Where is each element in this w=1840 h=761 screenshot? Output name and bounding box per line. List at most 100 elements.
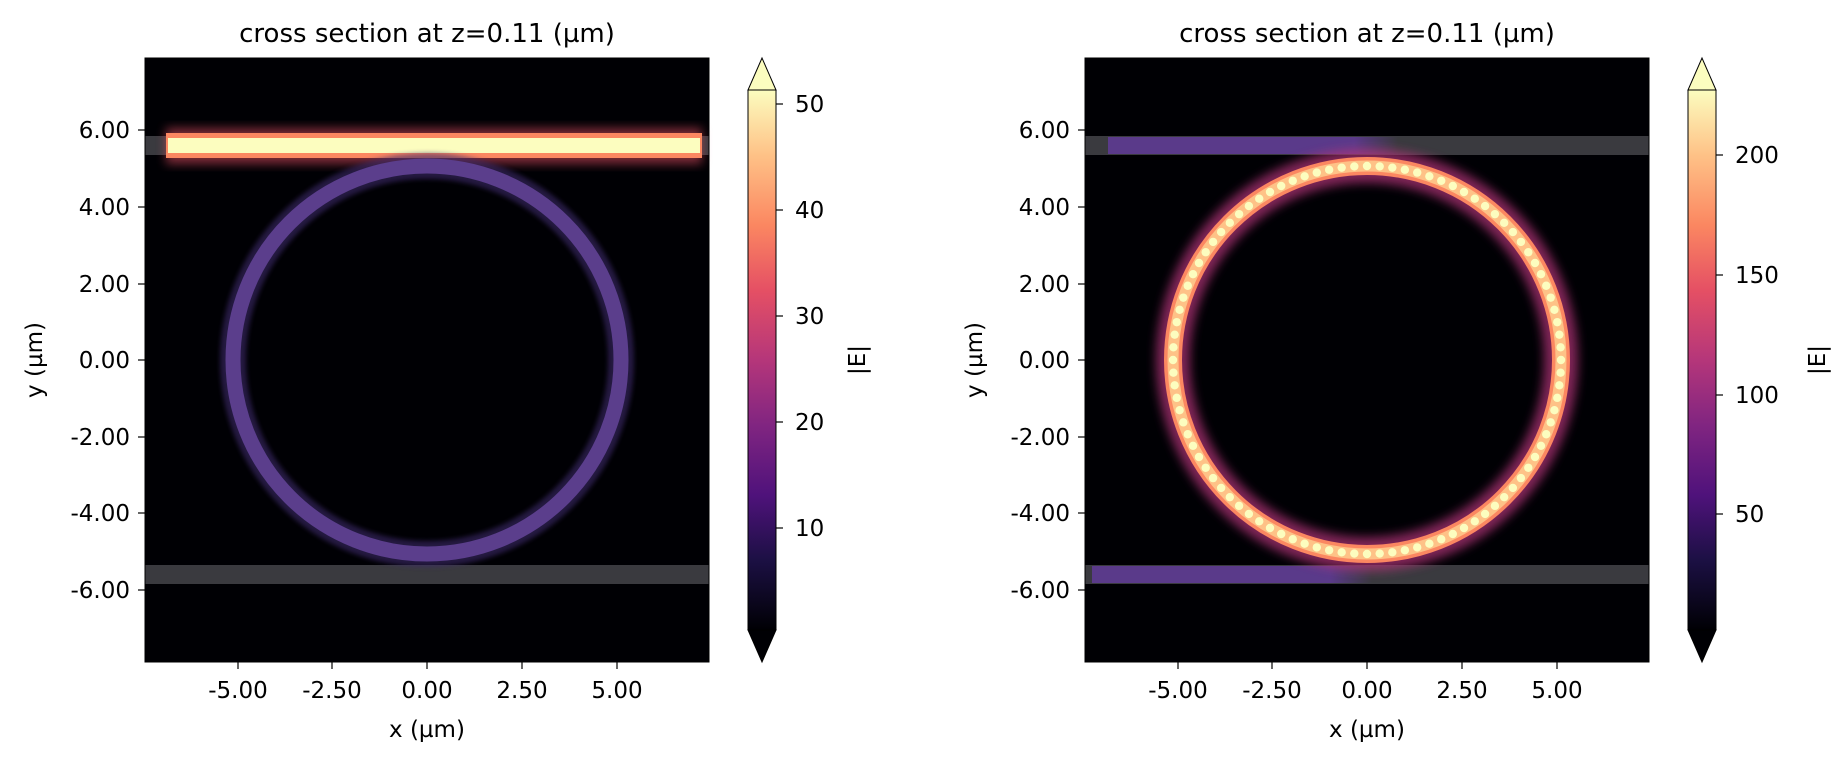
ring-field-lobe (1175, 305, 1184, 314)
ring-field-lobe (1350, 162, 1359, 171)
panel-2: cross section at z=0.11 (µm) -5.00 -2.50… (962, 19, 1831, 743)
ring-field-lobe (1179, 293, 1188, 302)
ring-field-lobe (1194, 452, 1204, 462)
ring-field-lobe (1508, 227, 1518, 237)
panel-1-colorbar-tick-label: 20 (795, 410, 824, 436)
panel-1-y-tick-label: 0.00 (79, 348, 130, 374)
ring-field-lobe (1550, 305, 1559, 314)
panel-1-x-axis-label: x (µm) (389, 717, 465, 743)
panel-2-x-tick-label: 0.00 (1341, 678, 1392, 704)
ring-field-lobe (1470, 517, 1479, 526)
panel-2-colorbar-tick-label: 50 (1735, 502, 1764, 528)
ring-field-lobe (1168, 355, 1178, 365)
panel-1-y-tick-label: 4.00 (79, 195, 130, 221)
ring-field-lobe (1375, 549, 1384, 558)
ring-field-lobe (1413, 168, 1422, 177)
panel-1-y-tick-label: 2.00 (79, 272, 130, 298)
panel-2-x-axis-label: x (µm) (1329, 717, 1405, 743)
panel-2-colorbar-tick-label: 100 (1735, 383, 1779, 409)
panel-2-colorbar: 50 100 150 200 |E| (1687, 56, 1831, 664)
ring-field-lobe (1437, 535, 1446, 544)
ring-field-lobe (1459, 187, 1469, 197)
panel-2-y-tick-label: 6.00 (1019, 118, 1070, 144)
panel-1-y-axis-label: y (µm) (22, 322, 48, 398)
panel-2-y-tick-label: -2.00 (1010, 425, 1070, 451)
ring-field-lobe (1448, 181, 1458, 191)
ring-field-lobe (1480, 509, 1490, 519)
ring-field-lobe (1255, 517, 1264, 526)
ring-field-lobe (1244, 201, 1254, 211)
ring-field-lobe (1175, 406, 1184, 415)
ring-field-lobe (1208, 237, 1218, 247)
panel-2-colorbar-tick-label: 200 (1735, 143, 1779, 169)
panel-2-y-tick-label: 4.00 (1019, 195, 1070, 221)
panel-2-colorbar-frame (1687, 89, 1717, 631)
panel-1: cross section at z=0.11 (µm) -5.00 -2.50 (22, 19, 871, 743)
ring-field-lobe (1508, 483, 1518, 493)
ring-field-lobe (1179, 418, 1188, 427)
ring-field-lobe (1201, 248, 1210, 257)
panel-2-x-tick-label: 2.50 (1436, 678, 1487, 704)
panel-2-bottom-waveguide-field (1092, 566, 1372, 583)
ring-field-lobe (1556, 368, 1565, 377)
panel-1-x-tick-label: 2.50 (496, 678, 547, 704)
panel-1-colorbar: 10 20 30 40 50 |E| (747, 56, 871, 664)
panel-2-y-axis-label: y (µm) (962, 322, 988, 398)
ring-field-lobe (1556, 343, 1565, 352)
ring-field-lobe (1265, 523, 1275, 533)
panel-1-colorbar-bottom-extend (747, 629, 777, 664)
panel-2-top-waveguide-field (1108, 137, 1398, 154)
ring-field-lobe (1277, 529, 1286, 539)
panel-1-y-tick-label: -2.00 (70, 425, 130, 451)
ring-field-lobe (1546, 293, 1555, 302)
panel-1-x-tick-label: -5.00 (208, 678, 268, 704)
ring-field-lobe (1400, 546, 1410, 555)
ring-field-lobe (1388, 548, 1397, 557)
panel-2-colorbar-label: |E| (1805, 345, 1831, 375)
ring-field-lobe (1530, 258, 1540, 268)
panel-2-ring-lobes (1168, 161, 1566, 559)
ring-field-lobe (1536, 441, 1546, 450)
panel-1-colorbar-tick-label: 50 (795, 92, 824, 118)
panel-2-heatmap (1084, 57, 1650, 663)
panel-2-y-tick-label: -6.00 (1010, 578, 1070, 604)
ring-field-lobe (1425, 172, 1434, 181)
panel-2-title: cross section at z=0.11 (µm) (1179, 19, 1555, 49)
ring-field-lobe (1172, 393, 1181, 403)
ring-field-lobe (1201, 463, 1210, 472)
ring-field-lobe (1265, 187, 1275, 197)
panel-1-x-tick-label: 0.00 (401, 678, 452, 704)
ring-field-lobe (1542, 430, 1551, 439)
panel-1-top-waveguide-field-core (168, 138, 700, 153)
panel-2-x-tick-label: -2.50 (1242, 678, 1302, 704)
panel-2-x-tick-label: 5.00 (1531, 678, 1582, 704)
ring-field-lobe (1459, 523, 1469, 533)
panel-2-y-tick-label: 0.00 (1019, 348, 1070, 374)
panel-1-x-tick-label: -2.50 (302, 678, 362, 704)
panel-2-x-axis: -5.00 -2.50 0.00 2.50 5.00 x (µm) (1148, 662, 1583, 743)
ring-field-lobe (1516, 473, 1526, 483)
ring-field-lobe (1425, 539, 1434, 548)
ring-field-lobe (1300, 172, 1309, 181)
ring-field-lobe (1216, 483, 1226, 493)
panel-2-colorbar-tick-label: 150 (1735, 263, 1779, 289)
ring-field-lobe (1524, 248, 1533, 257)
ring-field-lobe (1499, 218, 1509, 228)
panel-2-y-tick-label: 2.00 (1019, 272, 1070, 298)
panel-1-colorbar-gradient (748, 90, 776, 630)
panel-1-colorbar-tick-label: 40 (795, 198, 824, 224)
ring-field-lobe (1216, 227, 1226, 237)
panel-1-title: cross section at z=0.11 (µm) (239, 19, 615, 49)
ring-field-lobe (1413, 543, 1422, 552)
ring-field-lobe (1225, 218, 1235, 228)
panel-1-y-tick-label: -4.00 (70, 501, 130, 527)
ring-field-lobe (1448, 529, 1458, 539)
ring-field-lobe (1225, 492, 1235, 502)
panel-1-colorbar-frame (747, 89, 777, 631)
panel-1-x-axis: -5.00 -2.50 0.00 2.50 5.00 x (µm) (208, 662, 643, 743)
ring-field-lobe (1350, 549, 1359, 558)
ring-field-lobe (1480, 201, 1490, 211)
ring-field-lobe (1172, 317, 1181, 327)
panel-1-colorbar-tick-label: 30 (795, 304, 824, 330)
